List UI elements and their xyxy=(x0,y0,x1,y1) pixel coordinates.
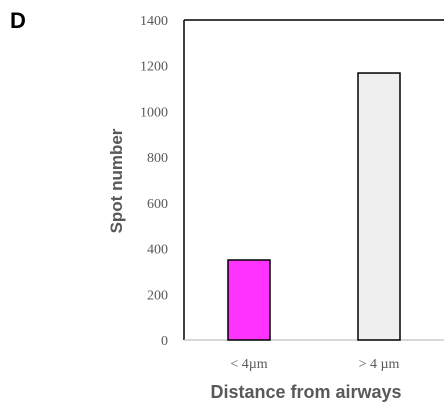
bar-1 xyxy=(357,72,401,341)
plot-frame xyxy=(183,19,444,341)
y-tick-label: 600 xyxy=(147,197,168,212)
x-tick-label: < 4µm xyxy=(230,357,267,372)
y-tick-label: 1000 xyxy=(140,105,168,120)
y-tick-label: 200 xyxy=(147,288,168,303)
y-tick-label: 400 xyxy=(147,243,168,258)
panel-label: D xyxy=(10,8,26,33)
x-tick-label: > 4 µm xyxy=(359,357,400,372)
y-tick-label: 800 xyxy=(147,151,168,166)
bar-0 xyxy=(227,259,271,341)
x-axis-ticks: < 4µm > 4 µm xyxy=(230,357,399,372)
y-tick-label: 0 xyxy=(161,334,168,349)
y-axis-ticks: 0 200 400 600 800 1000 1200 1400 xyxy=(140,14,168,349)
x-axis-label: Distance from airways xyxy=(210,382,401,402)
bars xyxy=(227,72,401,341)
y-tick-label: 1400 xyxy=(140,14,168,29)
y-tick-label: 1200 xyxy=(140,60,168,75)
y-axis-label: Spot number xyxy=(107,128,126,233)
